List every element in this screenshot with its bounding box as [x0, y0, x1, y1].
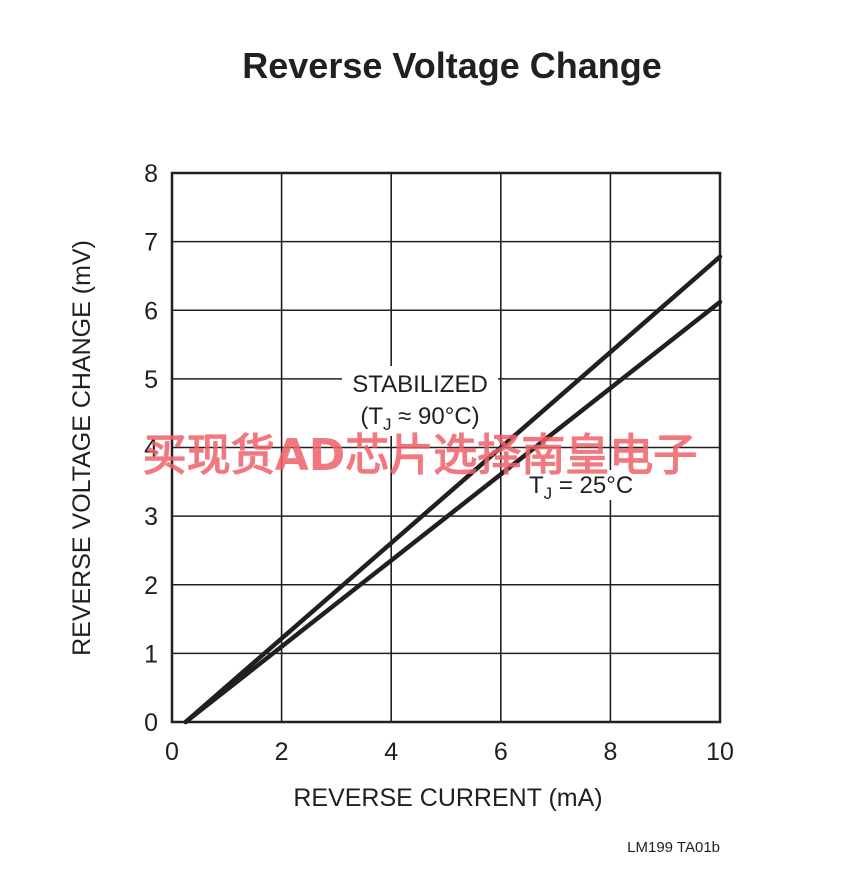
x-tick-label: 0: [165, 738, 179, 766]
y-tick-label: 8: [144, 160, 158, 188]
y-tick-label: 4: [144, 435, 158, 463]
y-tick-label: 7: [144, 229, 158, 257]
series-line-2: [183, 299, 723, 725]
x-tick-label: 2: [275, 738, 289, 766]
y-tick-label: 1: [144, 640, 158, 668]
x-tick-label: 6: [494, 738, 508, 766]
watermark: 买现货AD芯片选择南皇电子: [143, 430, 698, 481]
plot-frame: [170, 171, 722, 724]
x-tick-label: 4: [384, 738, 398, 766]
annotation-stabilized-line2: (TJ ≈ 90°C): [360, 403, 479, 434]
x-tick-labels: 0 2 4 6 8 10: [165, 738, 734, 766]
figure-code: LM199 TA01b: [627, 839, 720, 856]
annotation-room-bg: [526, 470, 642, 500]
chart-title: Reverse Voltage Change: [242, 45, 661, 86]
annotation-stabilized-bg: [342, 366, 498, 436]
x-tick-label: 8: [603, 738, 617, 766]
data-series: [183, 254, 723, 725]
series-line-1: [183, 254, 723, 725]
y-tick-label: 0: [144, 709, 158, 737]
x-axis-label: REVERSE CURRENT (mA): [293, 784, 602, 812]
annotation-room-temp: TJ = 25°C: [529, 472, 633, 503]
y-tick-label: 6: [144, 297, 158, 325]
y-tick-label: 2: [144, 572, 158, 600]
y-axis-label: REVERSE VOLTAGE CHANGE (mV): [68, 240, 96, 656]
y-tick-labels: 0 1 2 3 4 5 6 7 8: [144, 160, 158, 737]
annotation-stabilized-line1: STABILIZED: [352, 371, 488, 398]
x-tick-label: 10: [706, 738, 734, 766]
y-tick-label: 3: [144, 503, 158, 531]
y-tick-label: 5: [144, 366, 158, 394]
